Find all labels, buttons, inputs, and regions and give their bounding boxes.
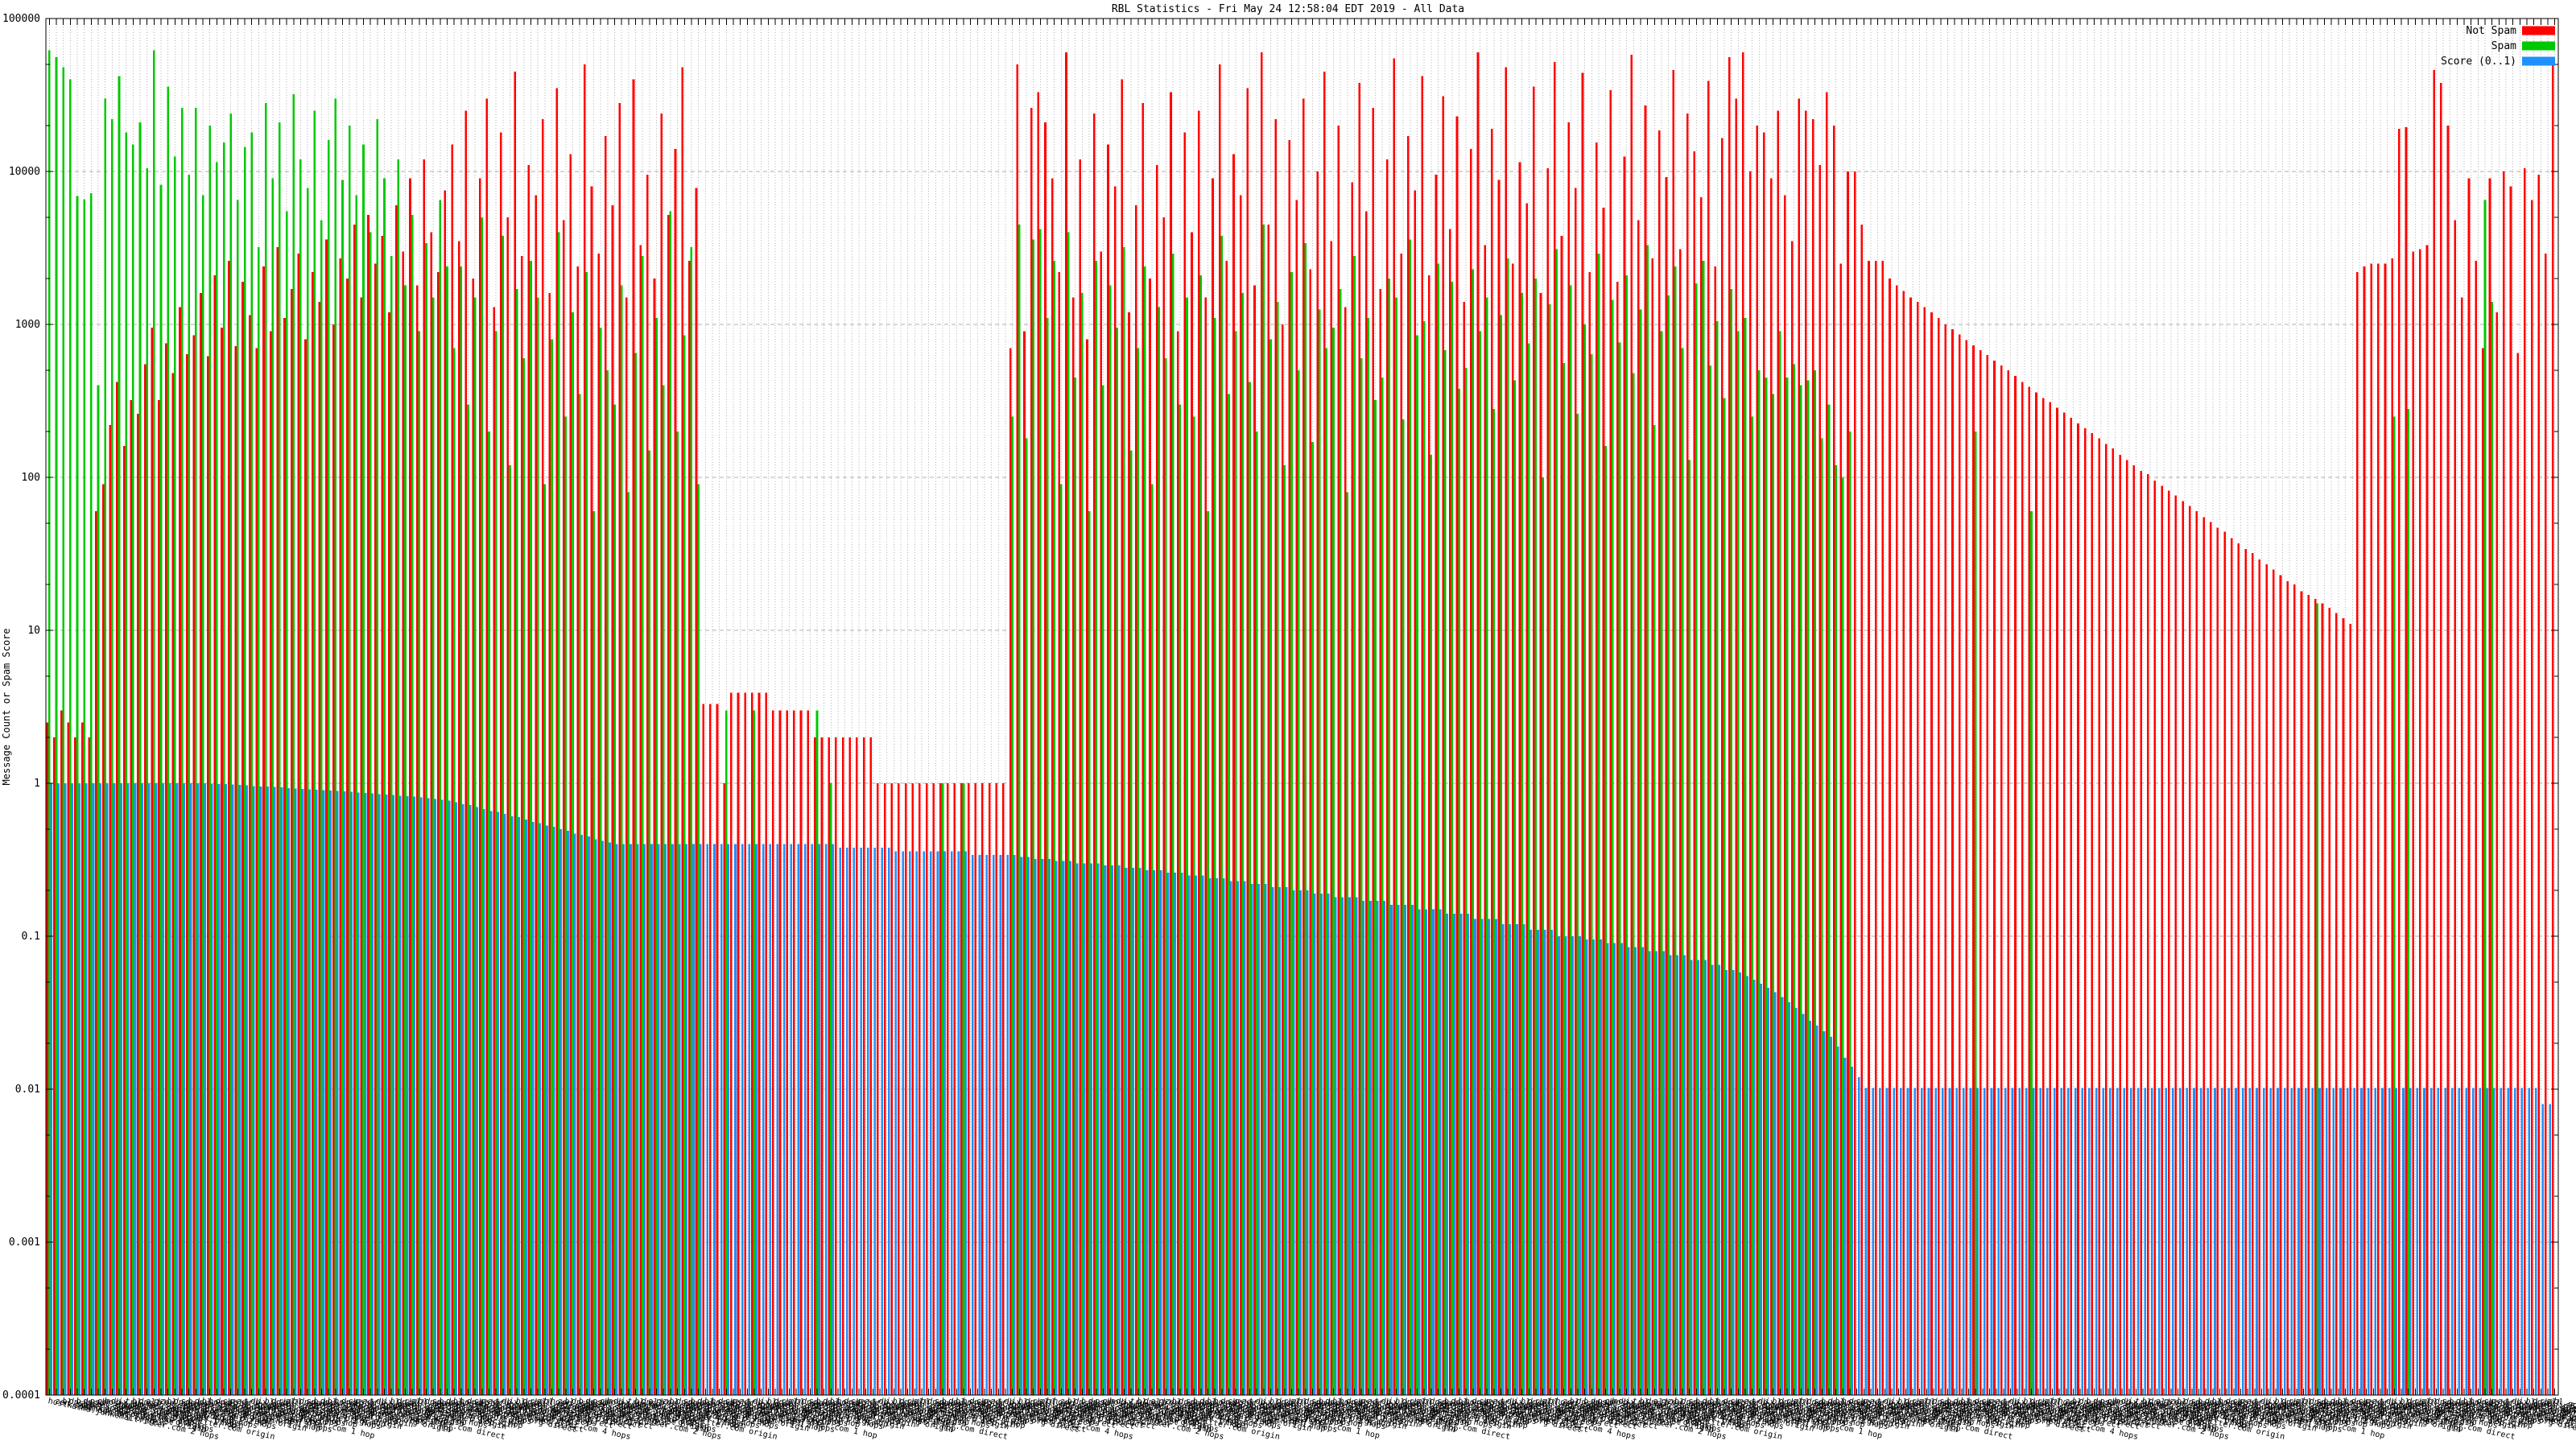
svg-text:10000: 10000 <box>9 166 40 178</box>
svg-text:100000: 100000 <box>2 13 40 25</box>
x-tick-labels: hostkarma.junkemailfilter.com 2 hopszen.… <box>47 1397 2576 1442</box>
svg-text:0.01: 0.01 <box>15 1084 40 1096</box>
svg-text:100: 100 <box>22 472 40 484</box>
x-tics <box>48 19 2556 1395</box>
y-tick-labels: 100000 10000 1000 100 10 1 0.1 0.01 0.001 0.0001 <box>2 13 40 1402</box>
svg-text:0.001: 0.001 <box>9 1236 40 1249</box>
chart-title: RBL Statistics - Fri May 24 12:58:04 EDT… <box>1112 3 1464 15</box>
svg-text:1: 1 <box>34 778 40 790</box>
legend-label: Score (0..1) <box>2441 56 2516 68</box>
legend-label: Spam <box>2491 40 2516 52</box>
bars-spam <box>48 50 2493 1396</box>
legend-label: Not Spam <box>2466 25 2516 37</box>
svg-text:1000: 1000 <box>15 319 40 331</box>
bars-score <box>50 783 2551 1395</box>
y-axis-title: Message Count or Spam Score <box>1 628 12 785</box>
svg-text:0.0001: 0.0001 <box>2 1389 40 1402</box>
legend-swatch <box>2522 56 2555 66</box>
svg-text:10: 10 <box>27 625 40 637</box>
legend: Not Spam Spam Score (0..1) <box>2441 25 2555 68</box>
bars-not-spam <box>46 52 2554 1396</box>
svg-text:0.1: 0.1 <box>22 931 40 943</box>
legend-swatch <box>2522 41 2555 51</box>
plot-border <box>45 18 2559 1396</box>
y-tics <box>46 18 2558 1396</box>
legend-swatch <box>2522 26 2555 35</box>
